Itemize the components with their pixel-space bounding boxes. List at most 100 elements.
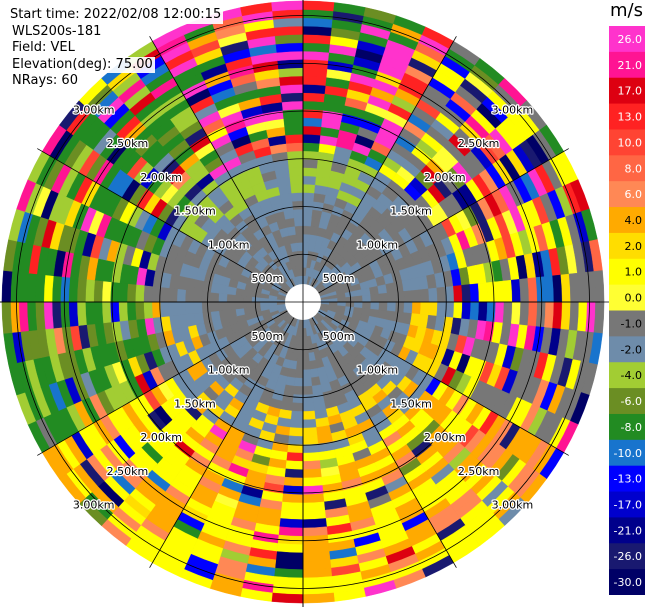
range-ring-label: 1.50km: [174, 205, 216, 218]
colorbar-tick-label: -26.0: [614, 550, 642, 563]
velocity-gate: [295, 361, 304, 371]
colorbar-swatch: [609, 26, 645, 53]
colorbar-tick-label: 26.0: [618, 33, 643, 46]
elevation-label: Elevation(deg): 75.00: [12, 56, 155, 73]
velocity-gate: [370, 293, 380, 303]
velocity-gate: [302, 175, 317, 186]
velocity-gate: [279, 518, 304, 529]
velocity-gate: [302, 369, 312, 379]
velocity-gate: [527, 277, 538, 303]
velocity-gate: [281, 100, 304, 111]
range-ring-label: 500m: [323, 272, 355, 285]
velocity-gate: [302, 361, 311, 371]
range-ring-label: 2.50km: [458, 137, 500, 150]
range-ring-label: 500m: [252, 330, 284, 343]
colorbar-tick-label: 13.0: [618, 111, 643, 124]
velocity-gate: [294, 225, 304, 235]
velocity-gate: [469, 301, 480, 321]
velocity-gate: [395, 301, 405, 313]
velocity-gate: [93, 301, 104, 325]
colorbar: 26.0 21.0 17.0 13.0 10.0 8.0 6.0 4.0 2.0 1.0 0.0 -1…: [609, 26, 645, 595]
colorbar-swatch: [609, 310, 645, 337]
velocity-gate: [217, 301, 228, 312]
velocity-gate: [109, 281, 120, 303]
colorbar-tick-label: 17.0: [618, 85, 643, 98]
velocity-gate: [284, 125, 304, 136]
velocity-gate: [288, 166, 304, 177]
velocity-gate: [302, 385, 313, 396]
azimuth-spoke: [318, 148, 569, 294]
velocity-gate: [378, 292, 389, 303]
velocity-gate: [370, 301, 380, 311]
velocity-gate: [289, 175, 304, 186]
velocity-gate: [302, 493, 325, 504]
colorbar-tick-label: -30.0: [614, 576, 642, 589]
velocity-gate: [302, 0, 335, 12]
colorbar-swatch: [609, 181, 645, 208]
colorbar-swatch: [609, 103, 645, 130]
velocity-gate: [176, 301, 187, 316]
velocity-gate: [477, 301, 488, 322]
colorbar-tick-label: -1.0: [621, 317, 642, 330]
velocity-gate: [302, 592, 335, 604]
velocity-gate: [289, 418, 304, 429]
velocity-gate: [281, 493, 304, 504]
velocity-gate: [502, 279, 513, 303]
velocity-gate: [118, 301, 129, 322]
velocity-gate: [502, 301, 513, 325]
colorbar-swatch: [609, 129, 645, 156]
velocity-gate: [285, 133, 304, 144]
range-ring-label: 2.00km: [140, 431, 182, 444]
colorbar-swatch: [609, 543, 645, 570]
range-ring-label: 3.00km: [73, 499, 115, 512]
velocity-gate: [486, 281, 497, 303]
azimuth-spoke: [318, 310, 569, 456]
velocity-gate: [419, 288, 430, 303]
colorbar-tick-label: 1.0: [625, 266, 643, 279]
colorbar-swatch: [609, 207, 645, 234]
velocity-gate: [302, 501, 326, 512]
velocity-gate: [302, 158, 319, 169]
velocity-gate: [302, 526, 328, 537]
range-ring-label: 1.50km: [390, 205, 432, 218]
colorbar-tick-label: 6.0: [625, 188, 643, 201]
velocity-gate: [192, 290, 203, 303]
azimuth-spoke: [311, 317, 457, 568]
velocity-gate: [362, 301, 372, 310]
velocity-gate: [593, 301, 605, 334]
velocity-gate: [242, 301, 253, 309]
velocity-gate: [302, 133, 321, 144]
velocity-gate: [593, 270, 605, 303]
velocity-gate: [118, 282, 129, 303]
velocity-gate: [302, 435, 319, 446]
velocity-gate: [386, 301, 397, 312]
velocity-gate: [76, 301, 87, 326]
range-ring-label: 2.00km: [424, 431, 466, 444]
velocity-gate: [282, 485, 304, 496]
instrument-label: WLS200s-181: [12, 23, 104, 40]
velocity-gate: [302, 485, 324, 496]
velocity-gate: [234, 301, 244, 310]
range-ring-label: 500m: [323, 330, 355, 343]
velocity-gate: [302, 452, 320, 462]
velocity-gate: [143, 301, 153, 319]
velocity-gate: [167, 287, 178, 303]
velocity-gate: [411, 289, 422, 303]
velocity-gate: [284, 468, 304, 479]
colorbar-swatch: [609, 362, 645, 389]
velocity-gate: [184, 289, 195, 303]
velocity-gate: [209, 292, 220, 303]
velocity-gate: [302, 394, 314, 404]
velocity-gate: [283, 117, 304, 128]
velocity-gate: [280, 501, 304, 512]
range-grid: [0, 0, 610, 607]
range-ring-label: 2.50km: [107, 465, 149, 478]
velocity-gate: [271, 592, 304, 604]
velocity-gate: [226, 301, 236, 311]
velocity-gate: [109, 301, 120, 323]
velocity-gate: [68, 277, 79, 303]
range-ring-label: 500m: [252, 272, 284, 285]
colorbar-swatch: [609, 155, 645, 182]
velocity-gate: [288, 427, 304, 438]
